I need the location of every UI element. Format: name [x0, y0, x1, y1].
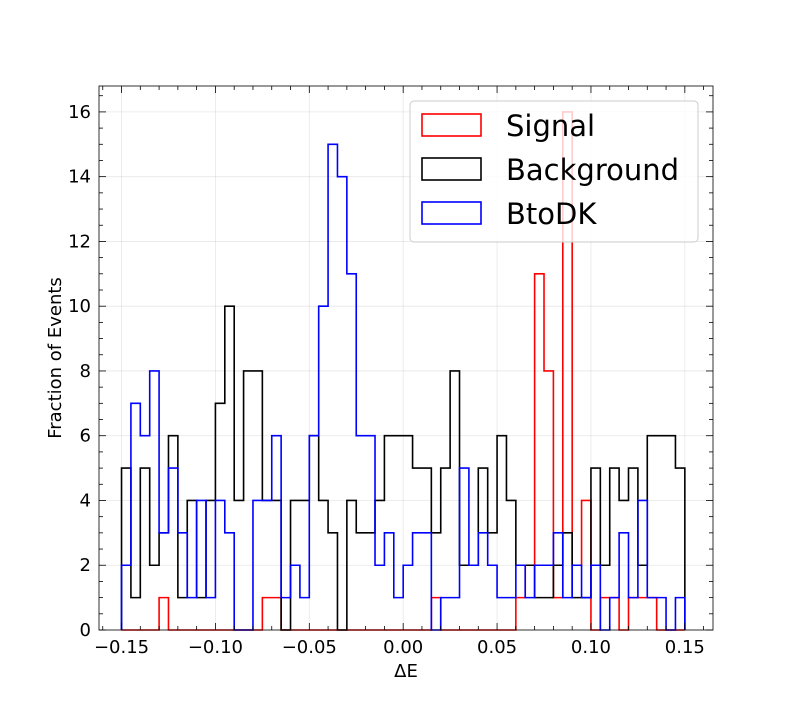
x-tick-labels: −0.15 −0.10 −0.05 0.00 0.05 0.10 0.15: [94, 637, 705, 658]
histogram-bin: [675, 598, 684, 630]
legend: Signal Background BtoDK: [409, 100, 699, 243]
legend-swatch: [421, 157, 482, 181]
histogram-bin: [553, 533, 562, 630]
histogram-bin: [384, 533, 393, 630]
y-tick-label: 6: [80, 426, 91, 447]
histogram-bin: [225, 533, 234, 630]
histogram-bin: [197, 500, 206, 630]
histogram-bin: [666, 436, 675, 630]
histogram-bin: [187, 598, 196, 630]
legend-swatch: [421, 201, 482, 225]
histogram-bin: [629, 598, 638, 630]
y-tick-label: 2: [80, 555, 91, 576]
histogram-bin: [647, 598, 656, 630]
histogram-bin: [450, 598, 459, 630]
y-tick-label: 0: [80, 620, 91, 641]
histogram-bin: [535, 565, 544, 630]
legend-item-btodk: BtoDK: [421, 197, 597, 231]
histogram-bin: [347, 274, 356, 630]
legend-item-background: Background: [421, 153, 679, 187]
histogram-bin: [309, 436, 318, 630]
histogram-bin: [319, 306, 328, 630]
histogram-bin: [506, 598, 515, 630]
y-tick-label: 14: [68, 167, 91, 188]
x-axis-label: ΔE: [394, 661, 418, 682]
y-tick-label: 12: [68, 231, 91, 252]
histogram-bin: [657, 598, 666, 630]
histogram-bin: [131, 403, 140, 630]
histogram-bin: [600, 565, 609, 630]
x-tick-label: −0.05: [282, 637, 337, 658]
legend-item-signal: Signal: [421, 109, 595, 143]
histogram-bin: [591, 565, 600, 630]
histogram-bin: [431, 533, 440, 630]
histogram-bin: [403, 565, 412, 630]
histogram-bin: [206, 598, 215, 630]
y-axis-label: Fraction of Events: [45, 277, 66, 439]
histogram-bin: [291, 565, 300, 630]
histogram-bin: [366, 436, 375, 630]
histogram-bin: [516, 565, 525, 630]
histogram-bin: [563, 598, 572, 630]
histogram-bin: [337, 177, 346, 630]
legend-swatch: [421, 113, 482, 137]
histogram-bin: [262, 500, 271, 630]
histogram-bin: [168, 468, 177, 630]
y-tick-label: 10: [68, 296, 91, 317]
histogram-bin: [582, 598, 591, 630]
histogram-bin: [281, 598, 290, 630]
histogram-bin: [441, 598, 450, 630]
histogram-bin: [215, 500, 224, 630]
histogram-bin: [525, 598, 534, 630]
x-tick-label: 0.15: [665, 637, 705, 658]
x-tick-label: −0.10: [188, 637, 243, 658]
histogram-bin: [413, 533, 422, 630]
legend-label: Signal: [506, 109, 595, 143]
histogram-bin: [619, 533, 628, 630]
histogram-bin: [638, 500, 647, 630]
histogram-bin: [610, 598, 619, 630]
plot-frame: [98, 85, 714, 631]
histogram-bin: [122, 565, 131, 630]
histogram-bin: [375, 565, 384, 630]
histogram-bin: [178, 533, 187, 630]
histogram-bin: [356, 436, 365, 630]
legend-box: [409, 100, 699, 243]
histogram-bin: [159, 533, 168, 630]
histogram-bin: [469, 565, 478, 630]
histogram-bin: [488, 565, 497, 630]
y-tick-label: 8: [80, 361, 91, 382]
axis-ticks: [99, 86, 713, 631]
histogram-bin: [150, 371, 159, 630]
histogram-bin: [572, 565, 581, 630]
histogram-bin: [244, 371, 253, 630]
legend-label: Background: [506, 153, 679, 187]
histogram-bin: [478, 533, 487, 630]
histogram-bin: [300, 598, 309, 630]
series-btodk: [120, 143, 686, 631]
histogram-bin: [140, 436, 149, 630]
histogram-bin: [253, 500, 262, 630]
series-outline-btodk: [120, 143, 686, 631]
histogram-bin: [544, 565, 553, 630]
histogram-bin: [272, 436, 281, 630]
x-tick-label: 0.00: [383, 637, 423, 658]
histogram-bin: [394, 598, 403, 630]
histogram-bin: [422, 533, 431, 630]
x-tick-label: −0.15: [94, 637, 149, 658]
legend-label: BtoDK: [506, 197, 597, 231]
x-tick-label: 0.05: [477, 637, 517, 658]
y-tick-labels: 0 2 4 6 8 10 12 14 16: [68, 102, 91, 641]
histogram-bin: [234, 500, 243, 630]
histogram-bin: [450, 371, 459, 630]
y-tick-label: 4: [80, 490, 91, 511]
histogram-bin: [460, 468, 469, 630]
x-tick-label: 0.10: [571, 637, 611, 658]
histogram-bin: [328, 144, 337, 630]
histogram-bin: [497, 598, 506, 630]
y-tick-label: 16: [68, 102, 91, 123]
